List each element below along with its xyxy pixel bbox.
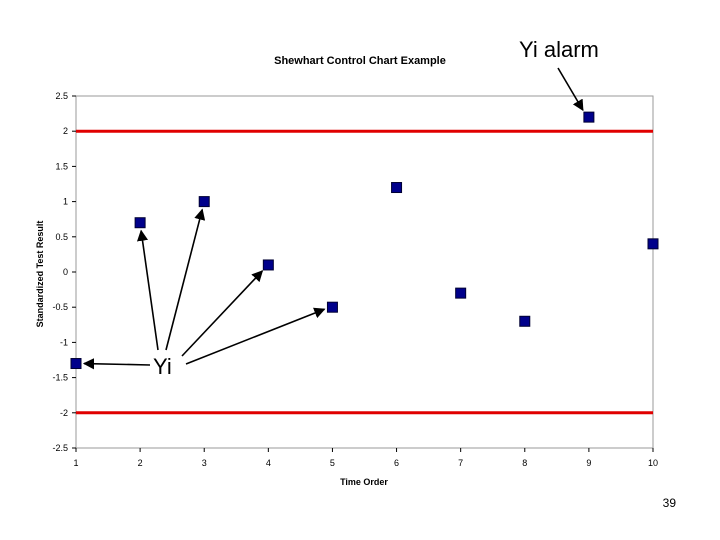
yi-annotation: Yi [153,354,172,379]
x-tick-label: 10 [648,458,658,468]
plot-area [75,95,654,449]
x-axis-label: Time Order [340,477,388,487]
y-tick-label: 0 [63,267,68,277]
yi-alarm-annotation: Yi alarm [519,37,599,62]
data-point [326,301,338,313]
x-tick-label: 4 [266,458,271,468]
y-tick-label: 1.5 [55,161,68,171]
y-tick-label: -2.5 [52,443,68,453]
data-point [70,358,82,370]
yi-arrow [82,358,151,370]
yi-arrow [136,229,159,351]
x-tick-label: 6 [394,458,399,468]
y-tick-label: -0.5 [52,302,68,312]
page-number: 39 [662,496,676,510]
yi-arrow [165,208,206,351]
alarm-arrow [557,67,584,112]
y-tick-label: 2 [63,126,68,136]
data-point [647,238,659,250]
x-tick-label: 1 [73,458,78,468]
x-tick-label: 8 [522,458,527,468]
data-point [391,182,403,194]
x-tick-label: 5 [330,458,335,468]
yi-arrow [181,270,264,357]
yi-arrow [185,307,326,365]
chart-title: Shewhart Control Chart Example [274,55,446,67]
data-point [455,287,467,299]
y-tick-label: -1.5 [52,373,68,383]
data-point [198,196,210,208]
y-tick-label: 2.5 [55,91,68,101]
y-tick-label: -1 [60,337,68,347]
y-tick-label: -2 [60,408,68,418]
data-point [134,217,146,229]
data-point [519,315,531,327]
x-tick-label: 7 [458,458,463,468]
y-tick-label: 1 [63,197,68,207]
data-point [583,111,595,123]
data-point [262,259,274,271]
x-tick-label: 3 [202,458,207,468]
x-tick-label: 2 [138,458,143,468]
y-tick-label: 0.5 [55,232,68,242]
y-axis-label: Standardized Test Result [35,221,45,328]
x-tick-label: 9 [586,458,591,468]
